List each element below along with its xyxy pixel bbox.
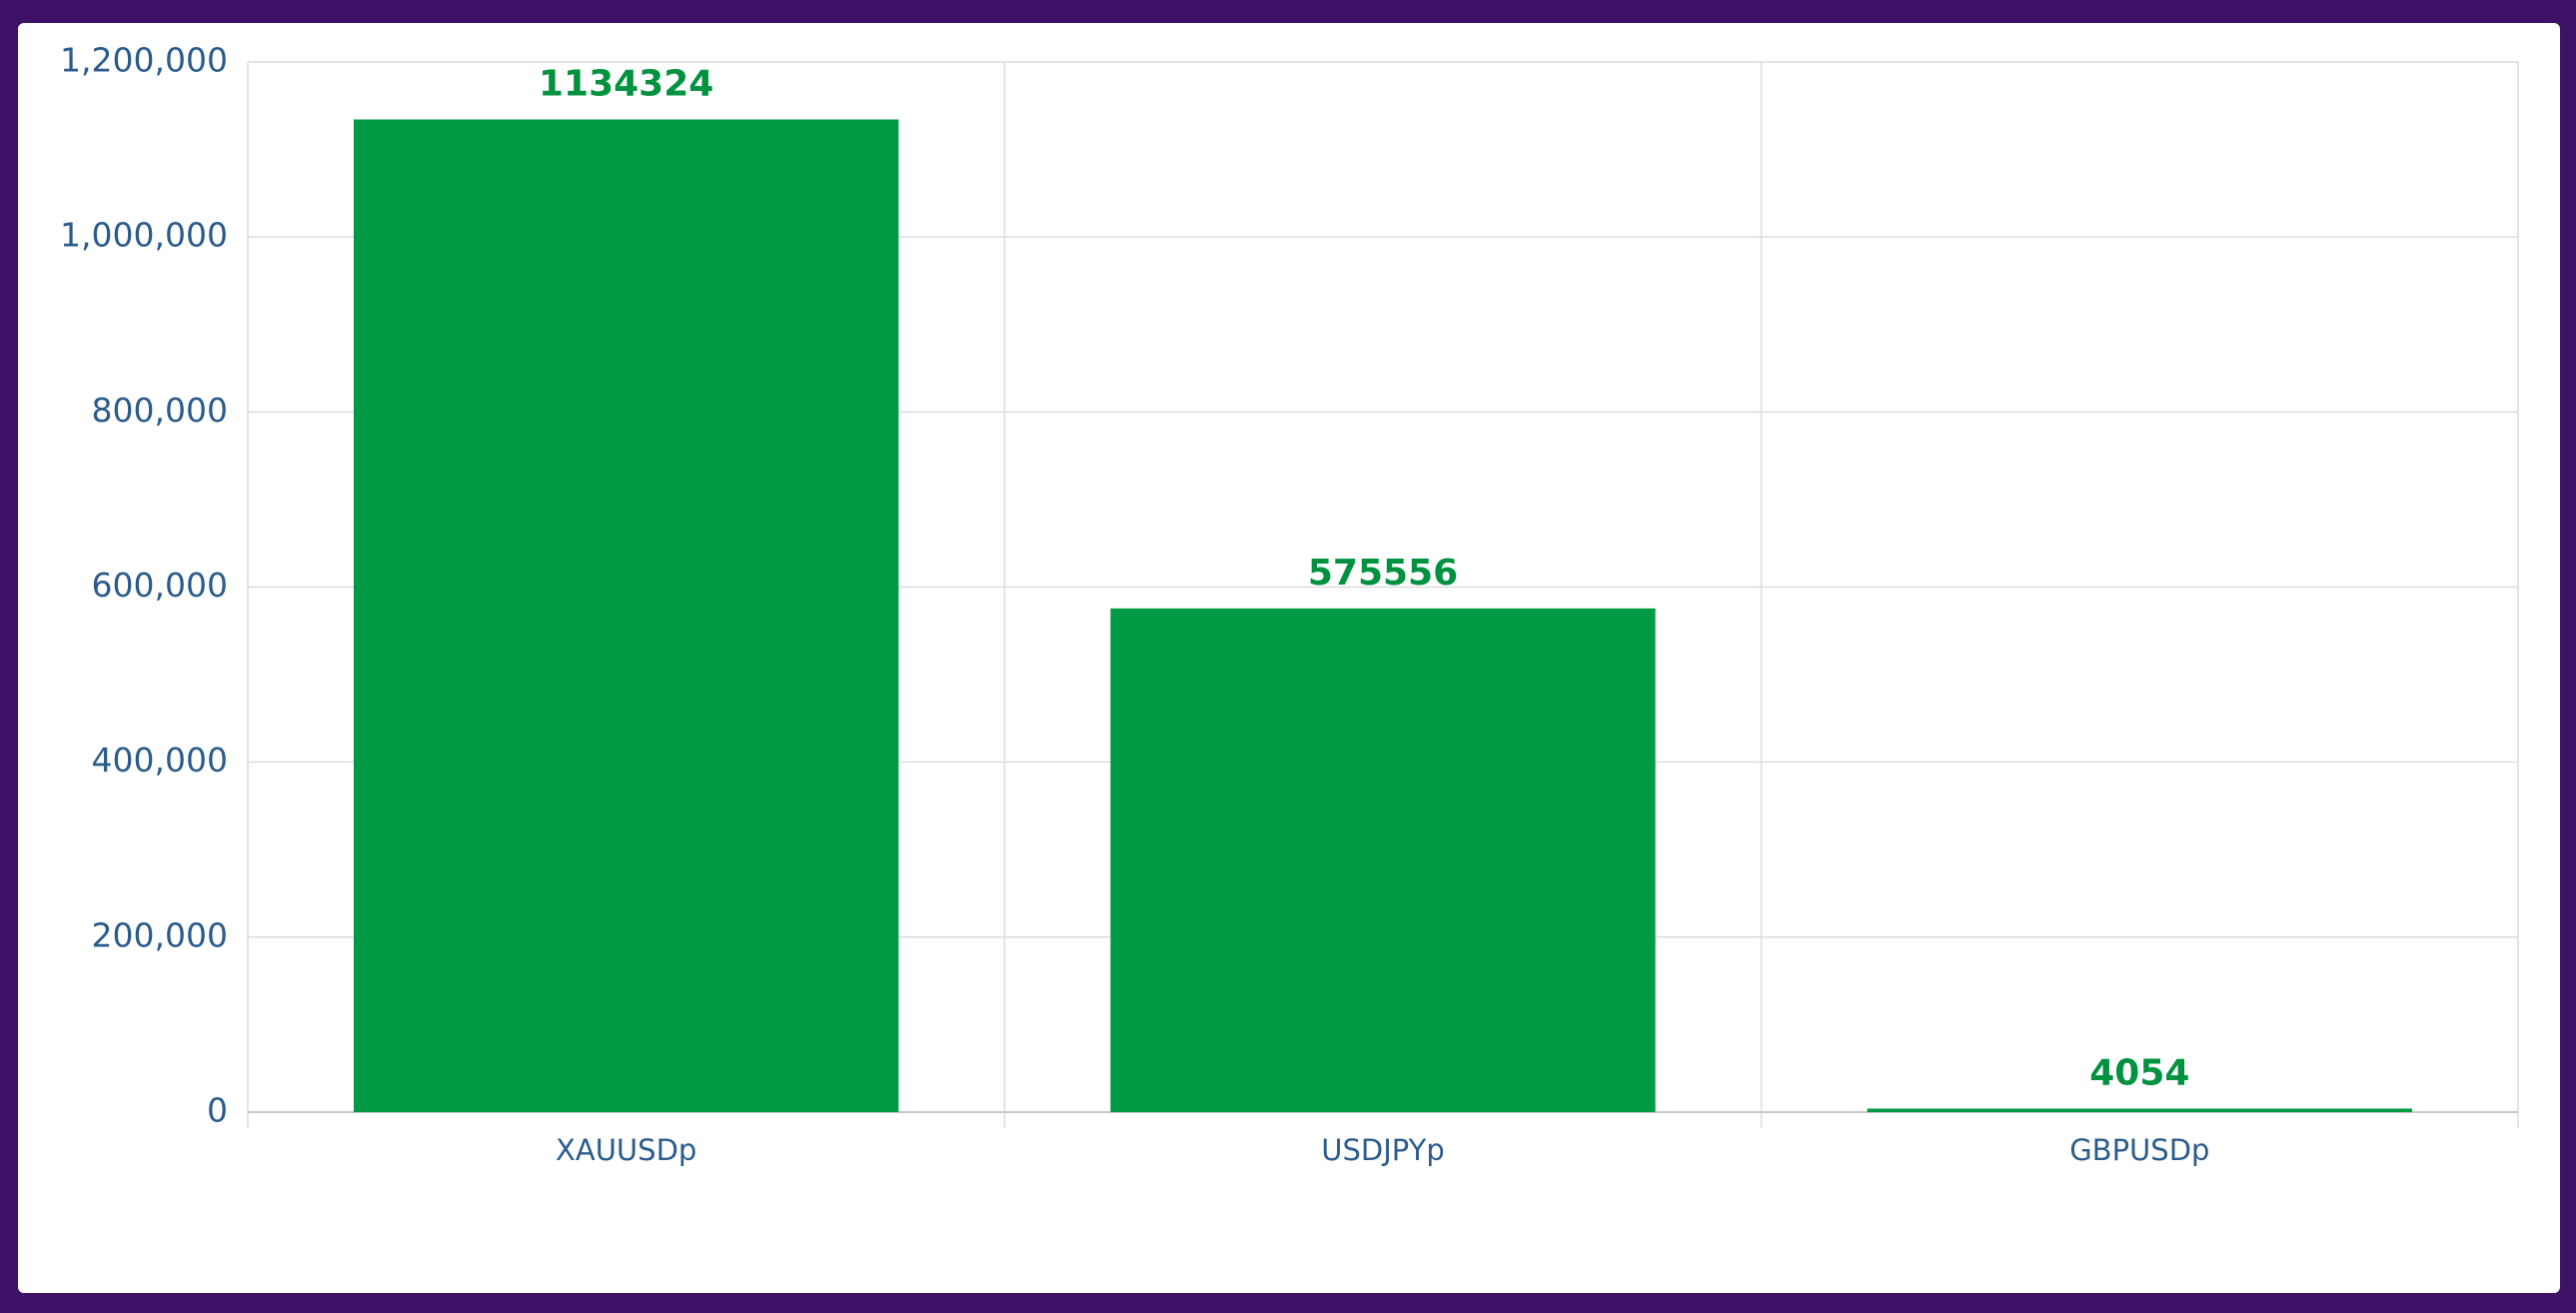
bar bbox=[1110, 608, 1656, 1112]
y-tick-label: 800,000 bbox=[92, 391, 228, 430]
y-tick-label: 0 bbox=[207, 1091, 228, 1130]
x-tick-label: USDJPYp bbox=[1321, 1133, 1445, 1167]
y-tick-label: 1,200,000 bbox=[60, 41, 228, 80]
y-tick-label: 600,000 bbox=[92, 566, 228, 605]
y-tick-label: 1,000,000 bbox=[60, 216, 228, 255]
y-tick-label: 200,000 bbox=[92, 915, 228, 954]
bar bbox=[1867, 1108, 2412, 1112]
x-tick-label: GBPUSDp bbox=[2069, 1133, 2209, 1167]
data-label: 1134324 bbox=[539, 64, 713, 105]
x-tick-label: XAUUSDp bbox=[556, 1133, 696, 1167]
bar bbox=[354, 119, 899, 1112]
data-label: 575556 bbox=[1308, 553, 1458, 594]
data-label: 4054 bbox=[2089, 1052, 2189, 1093]
y-tick-label: 400,000 bbox=[92, 740, 228, 779]
